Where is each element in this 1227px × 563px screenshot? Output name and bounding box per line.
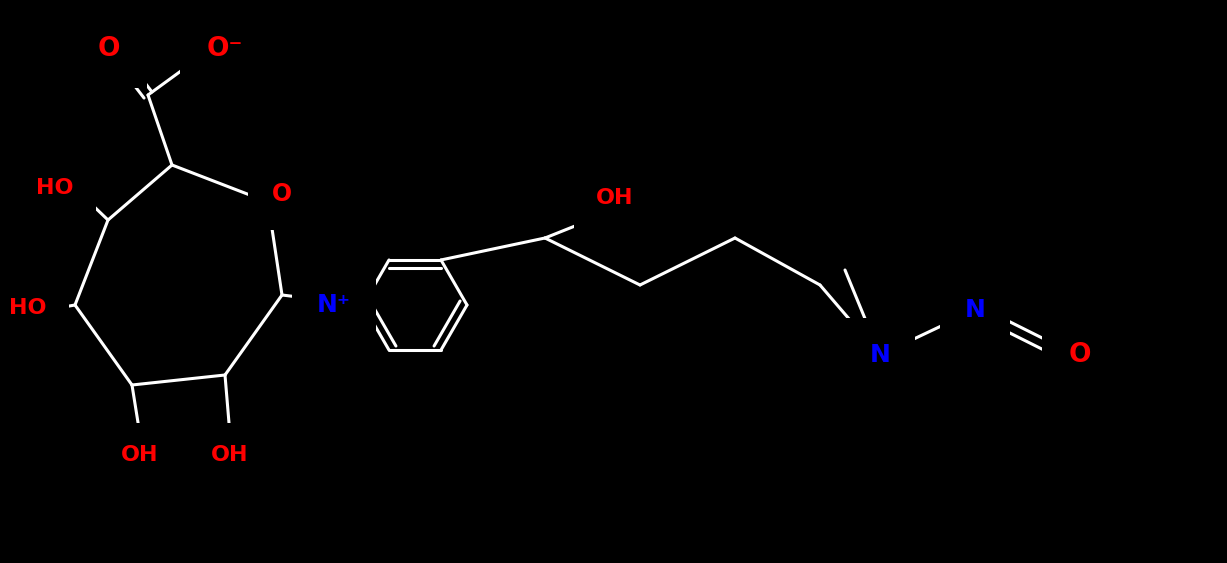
Text: O: O [1069, 342, 1091, 368]
Text: N⁺: N⁺ [317, 293, 351, 317]
Text: HO: HO [10, 298, 47, 318]
Text: HO: HO [37, 178, 74, 198]
Text: O: O [98, 36, 120, 62]
Text: N: N [964, 298, 985, 322]
Text: N: N [870, 343, 891, 367]
Text: OH: OH [121, 445, 158, 465]
Text: OH: OH [596, 188, 634, 208]
Text: OH: OH [211, 445, 249, 465]
Text: O⁻: O⁻ [207, 36, 243, 62]
Text: O: O [272, 182, 292, 206]
